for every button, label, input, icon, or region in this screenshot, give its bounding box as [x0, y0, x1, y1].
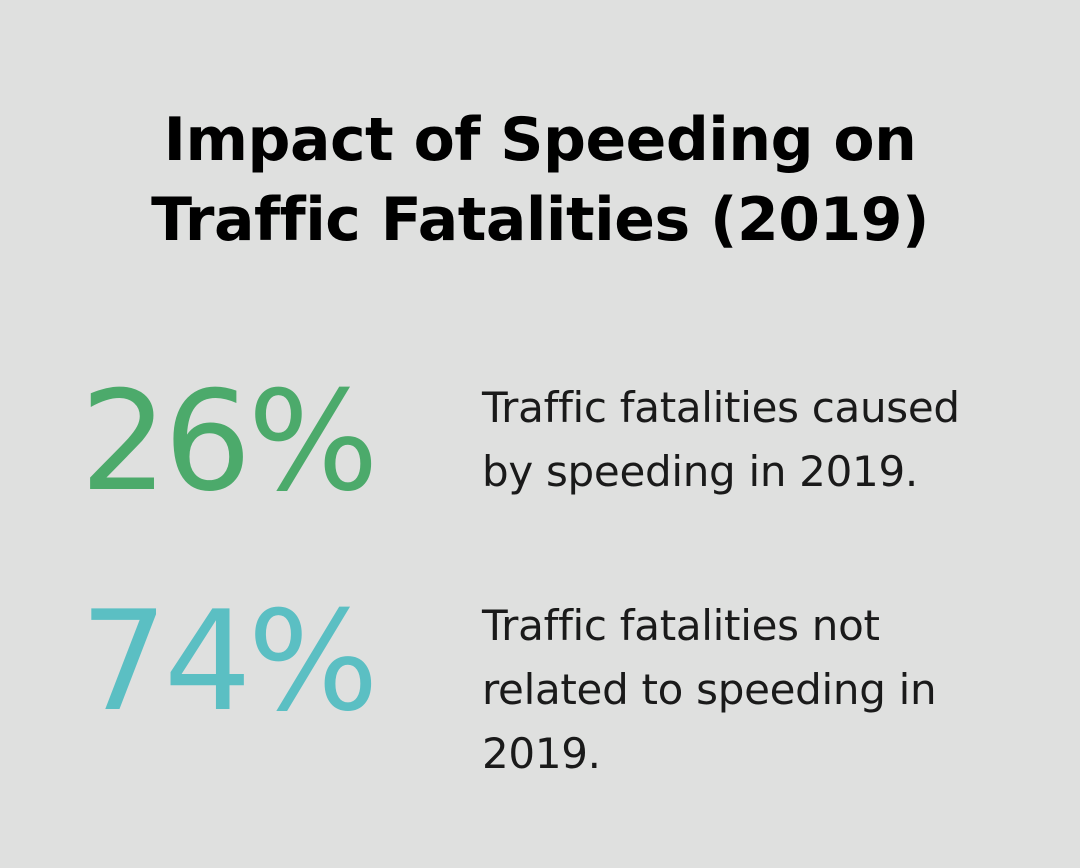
chart-title-line-2: Traffic Fatalities (2019) — [151, 185, 929, 255]
chart-title: Impact of Speeding on Traffic Fatalities… — [0, 100, 1080, 260]
chart-title-line-1: Impact of Speeding on — [163, 105, 917, 175]
stat-value-speeding: 26% — [80, 361, 379, 522]
stat-value-not-speeding: 74% — [80, 581, 379, 742]
stat-label-speeding: Traffic fatalities caused by speeding in… — [482, 383, 960, 496]
stat-label-not-speeding: Traffic fatalities not related to speedi… — [482, 601, 937, 778]
